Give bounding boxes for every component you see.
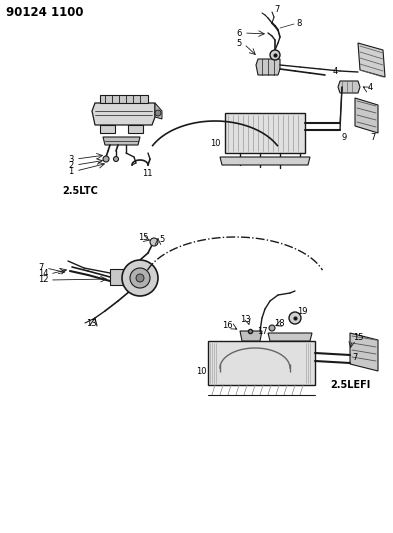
Polygon shape <box>256 59 280 75</box>
Text: 8: 8 <box>296 20 301 28</box>
Circle shape <box>270 50 280 60</box>
Circle shape <box>122 260 158 296</box>
Polygon shape <box>100 125 115 133</box>
Circle shape <box>136 274 144 282</box>
Text: 7: 7 <box>352 353 357 362</box>
Polygon shape <box>350 333 378 371</box>
Text: 2: 2 <box>68 160 73 169</box>
Circle shape <box>130 268 150 288</box>
Text: 14: 14 <box>38 270 48 279</box>
Text: 2.5LTC: 2.5LTC <box>62 186 98 196</box>
Polygon shape <box>128 125 143 133</box>
Text: 13: 13 <box>86 319 97 327</box>
Text: 6: 6 <box>236 28 241 37</box>
Text: 2.5LEFI: 2.5LEFI <box>330 380 370 390</box>
Polygon shape <box>240 331 262 341</box>
Circle shape <box>155 110 161 116</box>
Circle shape <box>103 156 109 162</box>
Text: 90124 1100: 90124 1100 <box>6 5 83 19</box>
Text: 16: 16 <box>222 321 233 330</box>
Text: 10: 10 <box>210 139 220 148</box>
Text: 7: 7 <box>370 133 375 142</box>
Text: 18: 18 <box>274 319 285 327</box>
Polygon shape <box>220 157 310 165</box>
Circle shape <box>269 325 275 331</box>
Text: 7: 7 <box>38 263 43 272</box>
Circle shape <box>150 238 158 246</box>
Text: 15: 15 <box>353 334 364 343</box>
Polygon shape <box>155 103 162 119</box>
Text: 12: 12 <box>38 276 48 285</box>
Polygon shape <box>100 95 148 103</box>
Text: 15: 15 <box>138 232 149 241</box>
Polygon shape <box>338 81 360 93</box>
Text: 4: 4 <box>368 83 373 92</box>
Polygon shape <box>92 103 155 125</box>
Polygon shape <box>358 43 385 77</box>
Polygon shape <box>268 333 312 341</box>
Circle shape <box>114 157 119 161</box>
Polygon shape <box>225 113 305 153</box>
Text: 5: 5 <box>159 236 164 245</box>
Text: 19: 19 <box>297 306 307 316</box>
Polygon shape <box>103 137 140 145</box>
Text: 17: 17 <box>257 327 268 335</box>
Polygon shape <box>208 341 315 385</box>
Circle shape <box>289 312 301 324</box>
Text: 5: 5 <box>236 39 241 49</box>
Polygon shape <box>110 269 135 285</box>
Text: 3: 3 <box>68 155 73 164</box>
Text: 9: 9 <box>342 133 347 142</box>
Text: 1: 1 <box>68 166 73 175</box>
Polygon shape <box>355 98 378 133</box>
Text: 4: 4 <box>333 67 338 76</box>
Text: 10: 10 <box>196 367 206 376</box>
Text: 11: 11 <box>142 168 152 177</box>
Text: 13: 13 <box>240 316 251 325</box>
Text: 7: 7 <box>274 4 279 13</box>
